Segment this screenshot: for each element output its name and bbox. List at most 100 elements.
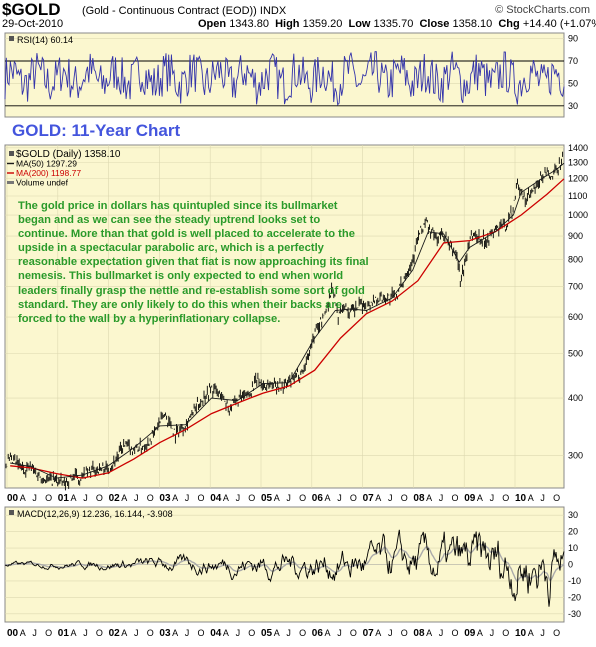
x-year-label: 02 bbox=[109, 628, 121, 639]
macd-tick-label: -20 bbox=[568, 592, 581, 602]
x-month-label: A bbox=[121, 628, 127, 638]
rsi-panel: 30 50 70 90 RSI(14) 60.14 bbox=[4, 32, 578, 118]
x-month-label: A bbox=[223, 628, 229, 638]
x-year-label: 06 bbox=[312, 493, 324, 504]
x-month-label: A bbox=[20, 493, 26, 503]
x-month-label: A bbox=[528, 493, 534, 503]
x-year-label: 08 bbox=[413, 493, 425, 504]
date-label: 29-Oct-2010 bbox=[2, 18, 64, 30]
x-month-label: O bbox=[248, 628, 255, 638]
macd-tick-label: 30 bbox=[568, 510, 578, 520]
x-month-label: O bbox=[502, 628, 509, 638]
x-month-label: J bbox=[439, 628, 444, 638]
price-tick-label: 600 bbox=[568, 312, 583, 322]
x-month-label: A bbox=[477, 493, 483, 503]
ma200-line bbox=[10, 178, 565, 479]
x-month-label: O bbox=[401, 493, 408, 503]
legend-label: MA(200) 1198.77 bbox=[16, 168, 81, 178]
x-axis-bottom: 00 A J O 01 A J O 02 A J O 03 A J O 04 A J O 05 A J O 06 A J O 07 A J O… bbox=[7, 628, 560, 639]
x-month-label: J bbox=[439, 493, 444, 503]
price-tick-label: 1000 bbox=[568, 210, 588, 220]
price-tick-label: 300 bbox=[568, 451, 583, 461]
x-month-label: A bbox=[325, 493, 331, 503]
rsi-line bbox=[4, 51, 565, 106]
x-month-label: O bbox=[45, 628, 52, 638]
x-month-label: A bbox=[71, 628, 77, 638]
close-value: 1358.10 bbox=[452, 18, 493, 30]
x-month-label: O bbox=[350, 628, 357, 638]
x-month-label: A bbox=[121, 493, 127, 503]
macd-tick-label: 10 bbox=[568, 543, 578, 553]
x-month-label: A bbox=[71, 493, 77, 503]
x-month-label: A bbox=[426, 628, 432, 638]
x-month-label: O bbox=[198, 493, 205, 503]
rsi-tick-label: 30 bbox=[568, 101, 578, 111]
x-month-label: J bbox=[337, 493, 342, 503]
x-year-label: 07 bbox=[363, 493, 375, 504]
x-year-label: 05 bbox=[261, 493, 273, 504]
x-month-label: O bbox=[96, 628, 103, 638]
open-label: Open bbox=[198, 18, 227, 30]
price-tick-label: 1100 bbox=[568, 191, 587, 201]
chart-heading: GOLD: 11-Year Chart bbox=[12, 121, 181, 140]
x-month-label: O bbox=[96, 493, 103, 503]
legend-label: Volume undef bbox=[16, 178, 69, 188]
x-month-label: J bbox=[540, 493, 545, 503]
title-row: $GOLD (Gold - Continuous Contract (EOD))… bbox=[0, 0, 596, 20]
x-year-label: 06 bbox=[312, 628, 324, 639]
low-label: Low bbox=[348, 18, 371, 30]
x-year-label: 10 bbox=[515, 493, 527, 504]
rsi-tick-label: 50 bbox=[568, 78, 578, 88]
x-month-label: O bbox=[299, 493, 306, 503]
x-year-label: 01 bbox=[58, 493, 70, 504]
macd-tick-label: 0 bbox=[568, 560, 573, 570]
x-month-label: O bbox=[401, 628, 408, 638]
chg-label: Chg bbox=[498, 18, 520, 30]
x-month-label: J bbox=[32, 493, 37, 503]
x-month-label: J bbox=[490, 628, 495, 638]
legend-label: $GOLD (Daily) 1358.10 bbox=[16, 149, 121, 160]
price-tick-label: 400 bbox=[568, 393, 583, 403]
x-month-label: O bbox=[147, 493, 154, 503]
macd-legend-label: MACD(12,26,9) 12.236, 16.144, -3.908 bbox=[17, 509, 173, 519]
x-axis-top: 00 A J O 01 A J O 02 A J O 03 A J O 04 A J O 05 A J O 06 A J O 07 A J O… bbox=[7, 493, 560, 504]
x-month-label: A bbox=[274, 628, 280, 638]
quote-row: 29-Oct-2010 Open 1343.80 High 1359.20 Lo… bbox=[0, 18, 596, 32]
x-month-label: J bbox=[388, 628, 393, 638]
high-value: 1359.20 bbox=[302, 18, 343, 30]
chg-value: +14.40 (+1.07%) bbox=[522, 18, 596, 30]
x-year-label: 05 bbox=[261, 628, 273, 639]
x-month-label: A bbox=[172, 493, 178, 503]
subtitle-label: (Gold - Continuous Contract (EOD)) INDX bbox=[82, 5, 287, 17]
x-month-label: O bbox=[553, 493, 560, 503]
x-month-label: O bbox=[452, 628, 459, 638]
price-tick-label: 700 bbox=[568, 281, 583, 291]
price-tick-label: 900 bbox=[568, 231, 583, 241]
price-bars bbox=[5, 151, 564, 491]
price-tick-label: 1400 bbox=[568, 143, 588, 153]
macd-line bbox=[4, 529, 565, 607]
x-year-label: 04 bbox=[210, 628, 222, 639]
symbol-label: $GOLD bbox=[2, 0, 61, 19]
close-label: Close bbox=[419, 18, 450, 30]
x-month-label: A bbox=[477, 628, 483, 638]
x-month-label: A bbox=[426, 493, 432, 503]
x-month-label: A bbox=[274, 493, 280, 503]
price-legend-icon bbox=[9, 151, 14, 156]
quote-values: Open 1343.80 High 1359.20 Low 1335.70 Cl… bbox=[198, 18, 596, 30]
x-month-label: J bbox=[134, 628, 139, 638]
price-panel: 300 400 500 600 700 800 900 1000 1100 1200 1300 140… bbox=[4, 143, 588, 491]
commentary-text: The gold price in dollars has quintupled… bbox=[18, 200, 369, 325]
x-year-label: 00 bbox=[7, 493, 19, 504]
x-year-label: 00 bbox=[7, 628, 19, 639]
x-month-label: J bbox=[388, 493, 393, 503]
x-month-label: O bbox=[350, 493, 357, 503]
low-value: 1335.70 bbox=[373, 18, 414, 30]
x-month-label: A bbox=[528, 628, 534, 638]
x-month-label: O bbox=[452, 493, 459, 503]
x-month-label: J bbox=[286, 628, 291, 638]
price-tick-label: 1200 bbox=[568, 174, 588, 184]
x-month-label: O bbox=[248, 493, 255, 503]
macd-tick-label: -10 bbox=[568, 576, 581, 586]
